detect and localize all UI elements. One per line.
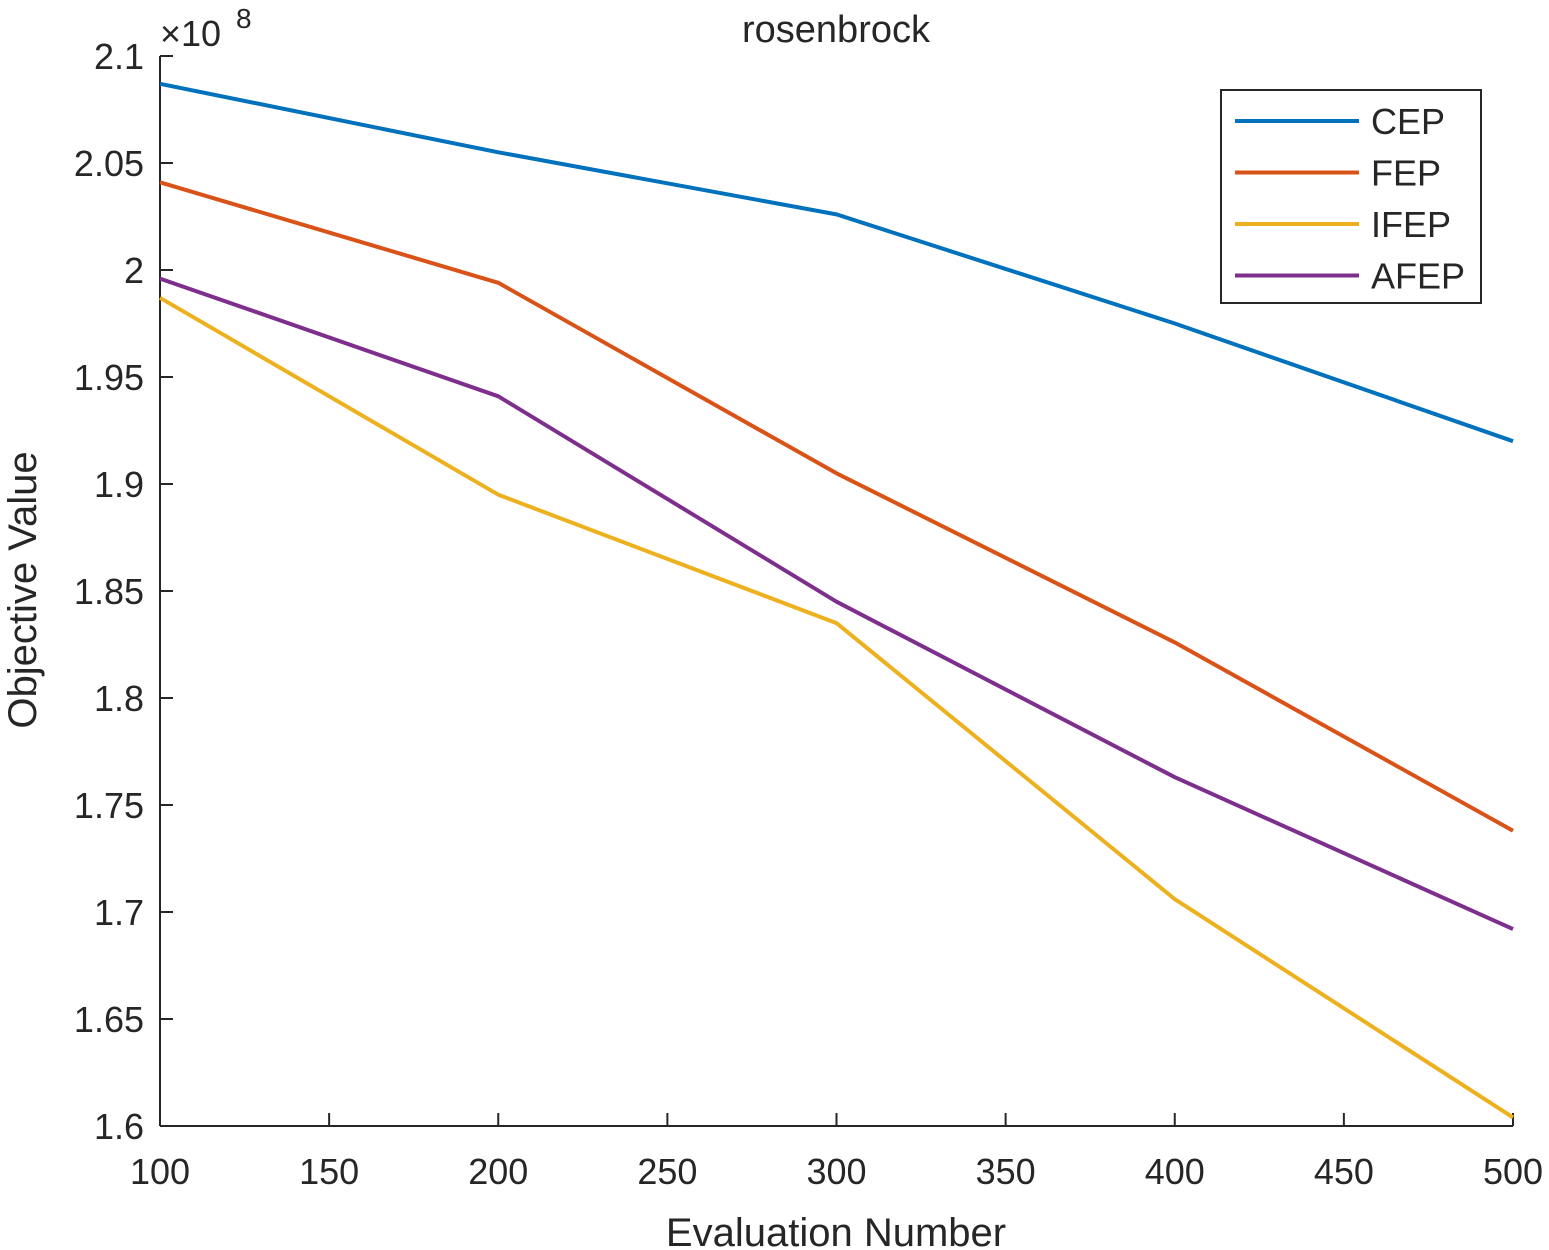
y-tick-label: 1.6 — [94, 1106, 144, 1147]
y-tick-label: 1.85 — [74, 571, 144, 612]
y-tick-label: 1.8 — [94, 678, 144, 719]
series-line-cep — [159, 81, 1514, 444]
series-line-afep — [159, 276, 1514, 931]
legend-label-cep: CEP — [1371, 101, 1445, 142]
y-axis-title: Objective Value — [1, 451, 45, 728]
chart-title: rosenbrock — [742, 9, 931, 51]
x-tick-label: 450 — [1314, 1151, 1374, 1192]
y-tick-label: 1.7 — [94, 892, 144, 933]
legend-box — [1220, 89, 1482, 304]
legend: CEP FEP IFEP AFEP — [1220, 89, 1482, 304]
x-tick-label: 150 — [299, 1151, 359, 1192]
y-tick-label: 1.9 — [94, 464, 144, 505]
legend-label-afep: AFEP — [1371, 256, 1465, 297]
y-tick-label: 1.65 — [74, 999, 144, 1040]
legend-label-fep: FEP — [1371, 153, 1441, 194]
x-tick-label: 300 — [806, 1151, 866, 1192]
y-exponent-base: ×10 — [160, 13, 221, 54]
y-tick-label: 1.95 — [74, 357, 144, 398]
x-axis-title: Evaluation Number — [666, 1211, 1006, 1250]
y-tick-label: 2 — [124, 250, 144, 291]
series-line-fep — [159, 180, 1514, 833]
x-tick-label: 350 — [976, 1151, 1036, 1192]
x-tick-label: 250 — [637, 1151, 697, 1192]
x-tick-label: 400 — [1145, 1151, 1205, 1192]
x-tick-label: 500 — [1483, 1151, 1543, 1192]
chart-text: rosenbrock Evaluation Number Objective V… — [1, 3, 1006, 1250]
legend-label-ifep: IFEP — [1371, 204, 1451, 245]
series-lines — [158, 81, 1515, 1120]
x-tick-label: 100 — [130, 1151, 190, 1192]
x-tick-label: 200 — [468, 1151, 528, 1192]
y-tick-label: 2.1 — [94, 36, 144, 77]
y-exponent-power: 8 — [236, 3, 252, 34]
series-line-ifep — [158, 296, 1515, 1120]
axes: 100 150 200 250 300 350 400 450 500 1.6 1.65 1.7 1.7… — [74, 36, 1543, 1192]
y-tick-label: 1.75 — [74, 785, 144, 826]
y-tick-label: 2.05 — [74, 143, 144, 184]
